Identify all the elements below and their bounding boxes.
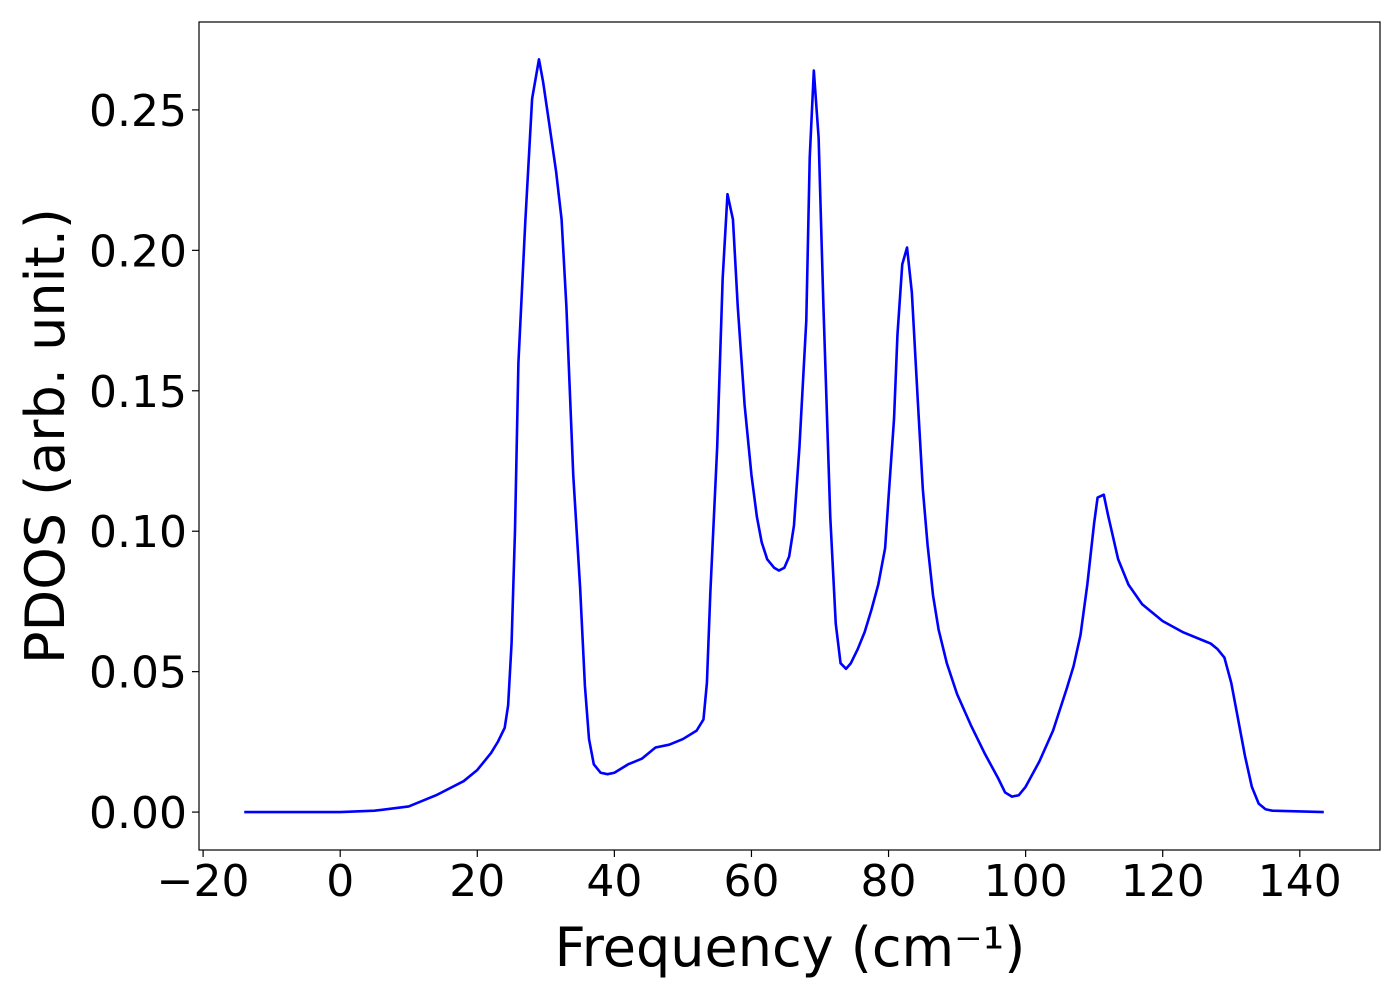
- x-tick-label: 80: [861, 856, 917, 907]
- x-tick-label: 60: [723, 856, 779, 907]
- x-tick-label: 40: [586, 856, 642, 907]
- x-tick-label: 0: [326, 856, 354, 907]
- plot-frame: [198, 21, 1381, 851]
- x-tick-label: 140: [1258, 856, 1342, 907]
- y-tick-label: 0.15: [89, 367, 187, 418]
- x-tick-label: −20: [157, 856, 250, 907]
- y-tick-label: 0.10: [89, 507, 187, 558]
- data-line: [244, 58, 1324, 814]
- x-tick-label: 100: [984, 856, 1068, 907]
- y-axis-label: PDOS (arb. unit.): [14, 208, 77, 664]
- y-tick-label: 0.00: [89, 788, 187, 839]
- x-tick-label: 120: [1121, 856, 1205, 907]
- x-tick-label: 20: [449, 856, 505, 907]
- y-tick-label: 0.05: [89, 648, 187, 699]
- y-tick-label: 0.25: [89, 86, 187, 137]
- y-tick-label: 0.20: [89, 226, 187, 277]
- x-axis-label: Frequency (cm⁻¹): [555, 916, 1026, 979]
